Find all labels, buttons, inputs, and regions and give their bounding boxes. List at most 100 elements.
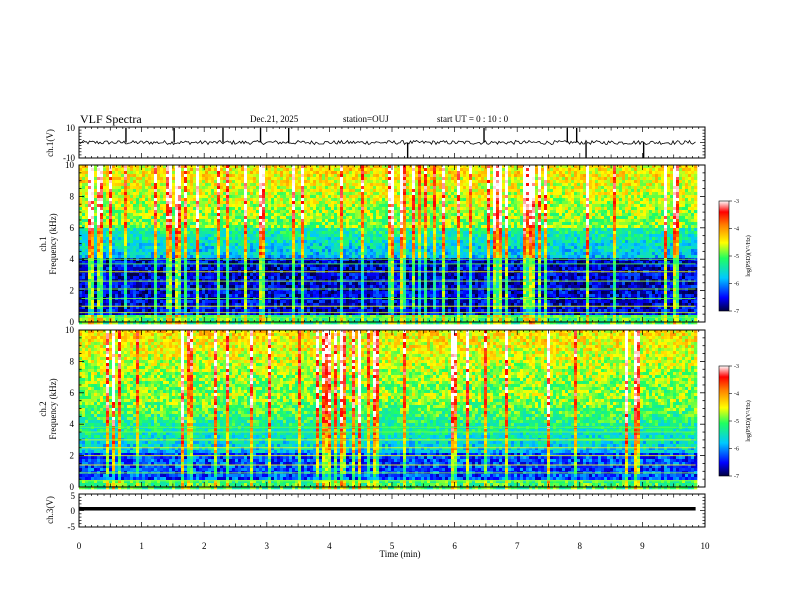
spectrogram-cell <box>268 198 272 202</box>
spectrogram-cell <box>334 285 338 289</box>
spectrogram-cell <box>94 264 98 268</box>
spectrogram-cell <box>139 243 143 247</box>
spectrogram-cell <box>202 306 206 310</box>
spectrogram-cell <box>232 285 236 289</box>
spectrogram-cell <box>334 321 338 325</box>
spectrogram-cell <box>205 315 209 319</box>
spectrogram-cell <box>337 201 341 205</box>
spectrogram-cell <box>280 291 284 295</box>
spectrogram-cell <box>208 264 212 268</box>
spectrogram-cell <box>331 180 335 184</box>
spectrogram-cell <box>265 321 269 325</box>
spectrogram-cell <box>196 249 200 253</box>
spectrogram-cell <box>85 294 89 298</box>
spectrogram-cell <box>118 237 122 241</box>
spectrogram-cell <box>139 234 143 238</box>
spectrogram-cell <box>175 273 179 277</box>
spectrogram-cell <box>127 252 131 256</box>
spectrogram-cell <box>205 210 209 214</box>
spectrogram-cell <box>166 228 170 232</box>
spectrogram-cell <box>139 177 143 181</box>
spectrogram-cell <box>289 249 293 253</box>
spectrogram-cell <box>142 321 146 325</box>
spectrogram-cell <box>244 240 248 244</box>
spectrogram-cell <box>205 273 209 277</box>
spectrogram-cell <box>352 186 356 190</box>
spectrogram-cell <box>298 180 302 184</box>
spectrogram-cell <box>124 207 128 211</box>
spectrogram-cell <box>100 294 104 298</box>
spectrogram-cell <box>301 264 305 268</box>
spectrogram-cell <box>220 231 224 235</box>
spectrogram-cell <box>241 213 245 217</box>
spectrogram-cell <box>208 285 212 289</box>
spectrogram-cell <box>316 228 320 232</box>
spectrogram-cell <box>88 264 92 268</box>
spectrogram-cell <box>121 312 125 316</box>
spectrogram-cell <box>181 243 185 247</box>
spectrogram-cell <box>241 177 245 181</box>
spectrogram-cell <box>295 186 299 190</box>
spectrogram-cell <box>340 294 344 298</box>
spectrogram-cell <box>343 222 347 226</box>
spectrogram-cell <box>346 315 350 319</box>
spectrogram-cell <box>202 210 206 214</box>
spectrogram-cell <box>217 282 221 286</box>
spectrogram-cell <box>196 213 200 217</box>
spectrogram-cell <box>169 294 173 298</box>
spectrogram-cell <box>109 294 113 298</box>
spectrogram-cell <box>325 216 329 220</box>
spectrogram-cell <box>157 195 161 199</box>
spectrogram-cell <box>217 222 221 226</box>
spectrogram-cell <box>211 291 215 295</box>
spectrogram-cell <box>172 207 176 211</box>
spectrogram-cell <box>160 180 164 184</box>
spectrogram-cell <box>334 267 338 271</box>
spectrogram-cell <box>172 285 176 289</box>
spectrogram-cell <box>289 168 293 172</box>
spectrogram-cell <box>265 201 269 205</box>
spectrogram-cell <box>319 315 323 319</box>
spectrogram-cell <box>217 180 221 184</box>
spectrogram-cell <box>154 180 158 184</box>
spectrogram-cell <box>82 237 86 241</box>
spectrogram-cell <box>268 165 272 169</box>
spectrogram-cell <box>172 186 176 190</box>
spectrogram-cell <box>79 309 83 313</box>
spectrogram-cell <box>214 279 218 283</box>
spectrogram-cell <box>259 225 263 229</box>
spectrogram-cell <box>112 267 116 271</box>
spectrogram-cell <box>256 288 260 292</box>
spectrogram-cell <box>295 222 299 226</box>
spectrogram-cell <box>85 171 89 175</box>
spectrogram-cell <box>118 264 122 268</box>
spectrogram-cell <box>217 174 221 178</box>
spectrogram-cell <box>82 246 86 250</box>
spectrogram-cell <box>130 288 134 292</box>
spectrogram-cell <box>154 252 158 256</box>
spectrogram-cell <box>349 309 353 313</box>
spectrogram-cell <box>310 300 314 304</box>
spectrogram-cell <box>175 276 179 280</box>
spectrogram-cell <box>124 210 128 214</box>
spectrogram-cell <box>160 285 164 289</box>
spectrogram-cell <box>301 291 305 295</box>
spectrogram-cell <box>91 264 95 268</box>
spectrogram-cell <box>79 183 83 187</box>
spectrogram-cell <box>106 216 110 220</box>
spectrogram-cell <box>217 237 221 241</box>
spectrogram-cell <box>286 303 290 307</box>
spectrogram-cell <box>130 186 134 190</box>
spectrogram-cell <box>112 171 116 175</box>
spectrogram-cell <box>157 252 161 256</box>
spectrogram-cell <box>277 174 281 178</box>
spectrogram-cell <box>265 246 269 250</box>
spectrogram-cell <box>289 192 293 196</box>
spectrogram-cell <box>331 237 335 241</box>
spectrogram-cell <box>310 294 314 298</box>
spectrogram-cell <box>199 204 203 208</box>
spectrogram-cell <box>172 294 176 298</box>
spectrogram-cell <box>169 309 173 313</box>
spectrogram-cell <box>319 294 323 298</box>
spectrogram-cell <box>214 240 218 244</box>
